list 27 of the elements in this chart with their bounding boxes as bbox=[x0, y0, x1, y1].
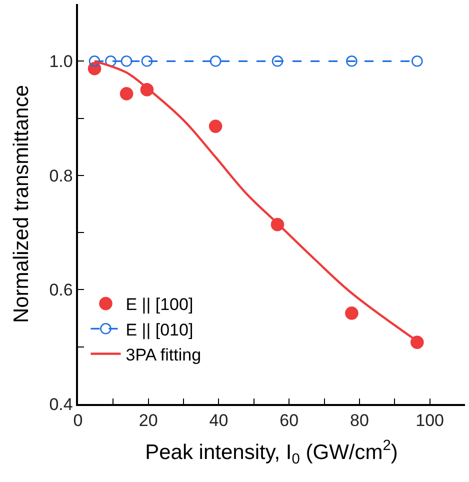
point bbox=[120, 87, 134, 100]
x-tick-label: 60 bbox=[280, 411, 299, 430]
x-axis-title: Peak intensity, I$_{0}$ (GW/cm$^{2}$) bbox=[145, 438, 398, 468]
point bbox=[272, 55, 284, 67]
point bbox=[105, 55, 116, 67]
y-tick-label: 0.4 bbox=[49, 394, 73, 414]
y-tick-label: 1.0 bbox=[49, 52, 73, 72]
point bbox=[88, 55, 100, 67]
legend-label: 3PA fitting bbox=[126, 345, 202, 364]
point bbox=[346, 55, 358, 67]
x-tick-label: 20 bbox=[138, 411, 158, 430]
legend-label: E || [100] bbox=[126, 295, 194, 314]
legend-label: E || [010] bbox=[126, 320, 194, 340]
y-tick-label: 0.8 bbox=[49, 166, 73, 186]
point bbox=[345, 306, 358, 320]
x-tick-label: 0 bbox=[73, 411, 83, 430]
point bbox=[208, 120, 222, 133]
x-tick-label: 100 bbox=[416, 411, 444, 430]
point bbox=[412, 55, 423, 67]
x-tick-label: 40 bbox=[209, 411, 228, 430]
y-tick-label: 0.6 bbox=[49, 280, 73, 300]
y-axis-title: Normalized transmittance bbox=[10, 84, 33, 324]
point bbox=[410, 336, 424, 349]
point bbox=[210, 55, 222, 67]
point bbox=[141, 55, 153, 67]
point bbox=[120, 55, 132, 67]
x-tick-label: 80 bbox=[350, 411, 369, 430]
